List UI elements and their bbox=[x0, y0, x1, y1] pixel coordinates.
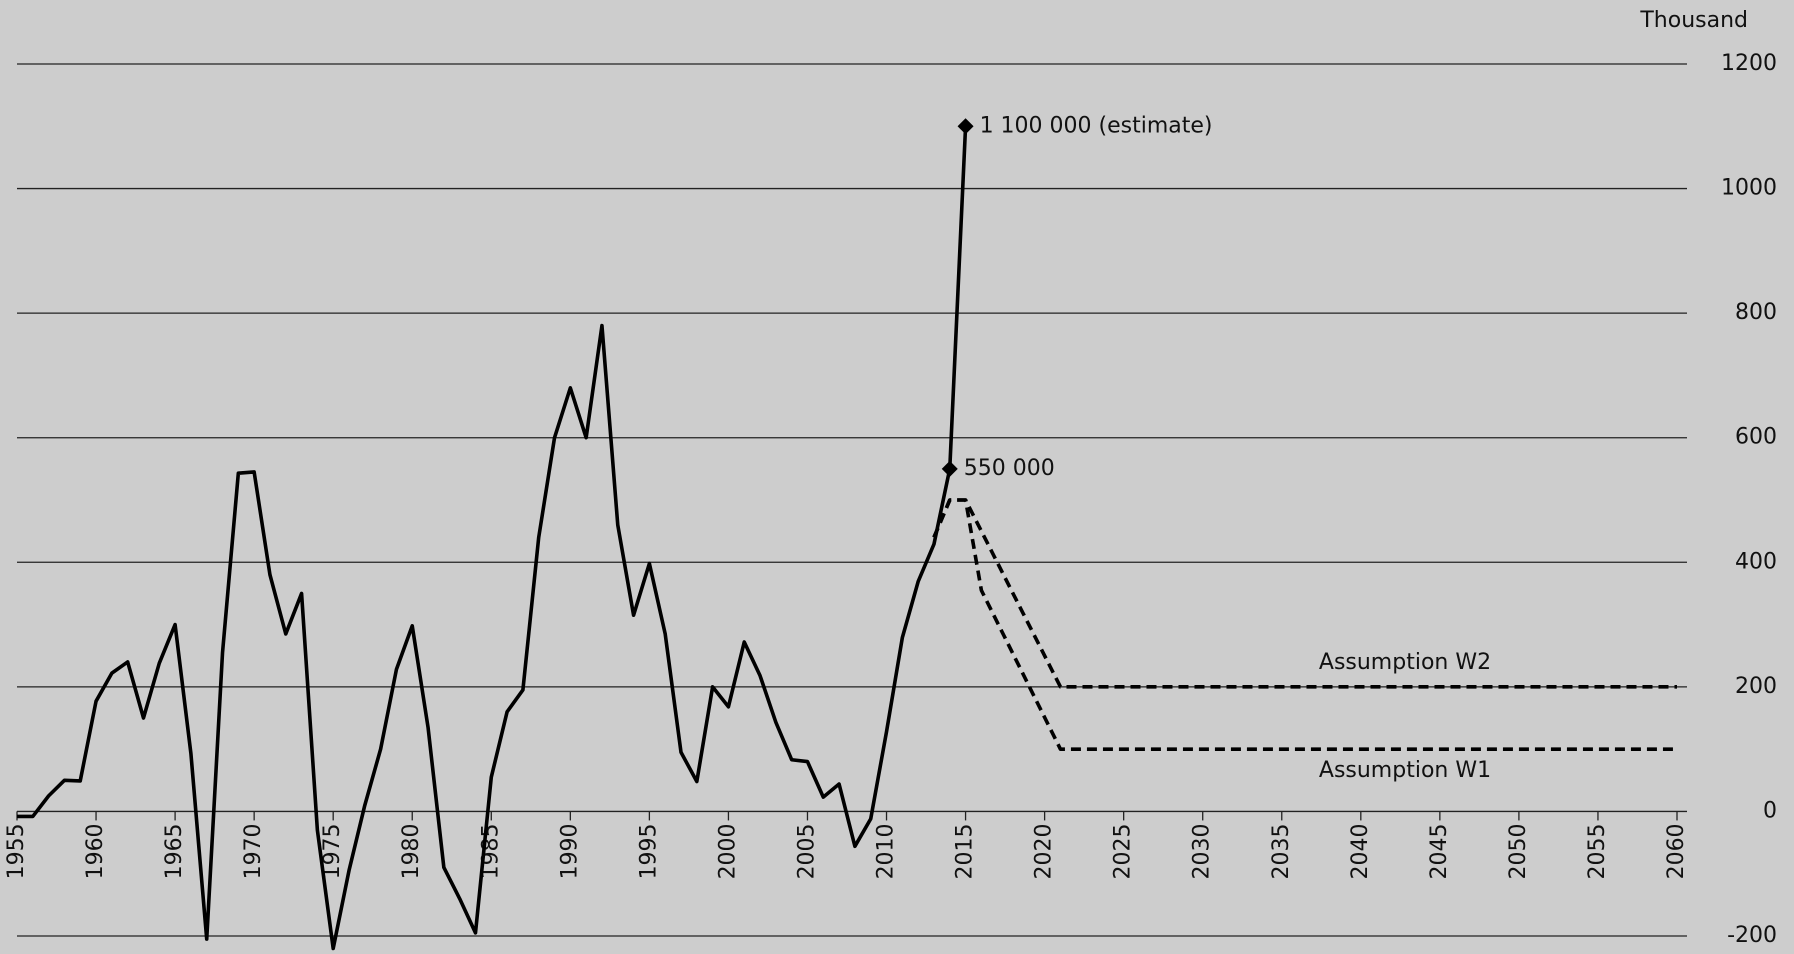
y-tick-label: 0 bbox=[1763, 798, 1777, 823]
x-tick-label: 2030 bbox=[1190, 823, 1215, 879]
y-tick-label: 200 bbox=[1735, 674, 1777, 699]
x-tick-label: 2025 bbox=[1111, 823, 1136, 879]
x-tick-label: 2045 bbox=[1427, 823, 1452, 879]
y-tick-label: 1200 bbox=[1721, 51, 1777, 76]
x-tick-label: 2060 bbox=[1664, 823, 1689, 879]
x-tick-label: 1955 bbox=[4, 823, 29, 879]
y-tick-label: 800 bbox=[1735, 300, 1777, 325]
x-tick-label: 2010 bbox=[874, 823, 899, 879]
y-tick-label: -200 bbox=[1727, 923, 1777, 948]
marker bbox=[957, 118, 974, 135]
x-tick-label: 2040 bbox=[1348, 823, 1373, 879]
x-tick-label: 2055 bbox=[1585, 823, 1610, 879]
data-label: 550 000 bbox=[964, 456, 1055, 481]
x-tick-label: 2000 bbox=[715, 823, 740, 879]
x-tick-label: 2015 bbox=[953, 823, 978, 879]
data-label: 1 100 000 (estimate) bbox=[980, 113, 1213, 138]
x-tick-label: 1960 bbox=[83, 823, 108, 879]
series-label: Assumption W1 bbox=[1319, 758, 1491, 783]
x-tick-label: 1970 bbox=[241, 823, 266, 879]
series-label: Assumption W2 bbox=[1319, 650, 1491, 675]
x-tick-label: 1980 bbox=[399, 823, 424, 879]
marker bbox=[941, 460, 958, 477]
x-tick-label: 2050 bbox=[1506, 823, 1531, 879]
dashed-line bbox=[932, 498, 1677, 751]
x-tick-label: 2020 bbox=[1032, 823, 1057, 879]
x-tick-label: 1990 bbox=[557, 823, 582, 879]
y-tick-label: 1000 bbox=[1721, 176, 1777, 201]
x-tick-label: 1995 bbox=[636, 823, 661, 879]
y-axis-unit: Thousand bbox=[1639, 8, 1748, 33]
y-tick-label: 600 bbox=[1735, 425, 1777, 450]
x-tick-label: 2035 bbox=[1269, 823, 1294, 879]
line bbox=[17, 126, 968, 951]
x-tick-label: 1965 bbox=[162, 823, 187, 879]
dashed-line bbox=[932, 498, 1677, 689]
x-tick-label: 2005 bbox=[794, 823, 819, 879]
y-tick-label: 400 bbox=[1735, 549, 1777, 574]
